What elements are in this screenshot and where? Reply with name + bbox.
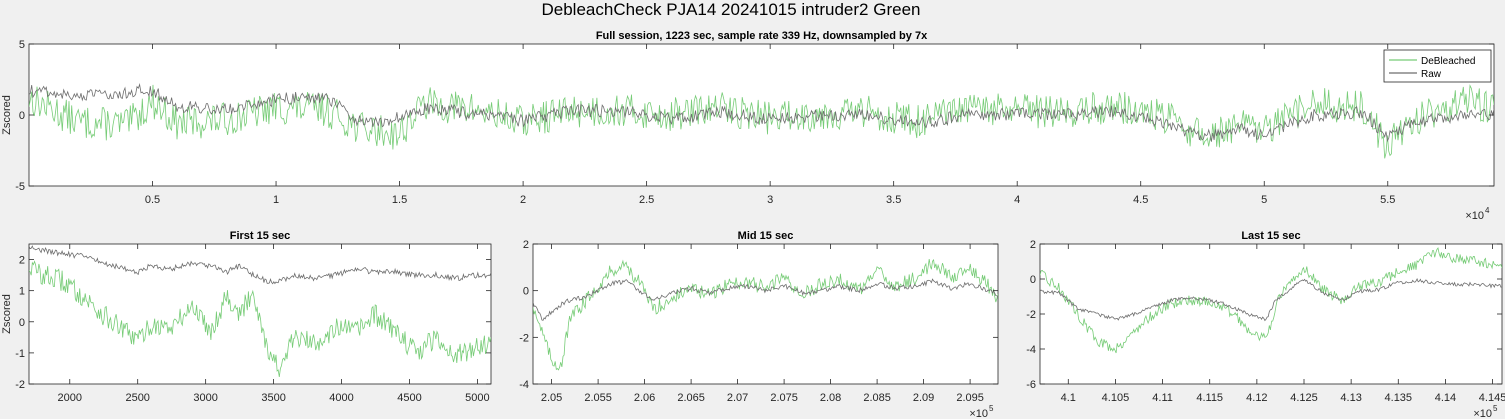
x-tick-label: 2.085	[863, 392, 891, 404]
y-tick-label: -4	[519, 379, 529, 391]
y-tick-label: 2	[523, 239, 529, 251]
chart-1: 0.5 1 1.5 2 2.5 3 3.5 4 4.5 5 5.5 -5 0 5 Full session,…	[1, 30, 1495, 222]
x-tick-label: 4500	[397, 392, 421, 404]
chart-4: 4.1 4.105 4.11 4.115 4.12 4.125 4.13 4.135 4.14 4…	[1026, 230, 1505, 419]
x-tick-label: 2.09	[913, 392, 934, 404]
x-tick-label: 2500	[125, 392, 149, 404]
y-tick-label: -6	[1026, 379, 1036, 391]
y-tick-label: 0	[1030, 274, 1036, 286]
series-line-debleached	[29, 260, 491, 378]
x-tick-label: 4.1	[1061, 392, 1076, 404]
x-tick-label: 2000	[58, 392, 82, 404]
x-exponent-power: 5	[989, 404, 994, 413]
plot-area	[532, 243, 999, 385]
x-tick-label: 2.05	[541, 392, 562, 404]
x-tick-label: 4.135	[1385, 392, 1413, 404]
y-tick-label: 2	[1030, 239, 1036, 251]
y-tick-label: 1	[19, 286, 25, 298]
x-exponent-power: 5	[1493, 404, 1498, 413]
y-tick-label: -2	[519, 332, 529, 344]
x-tick-label: 4.13	[1340, 392, 1361, 404]
x-tick-label: 2.07	[727, 392, 748, 404]
x-tick-label: 0.5	[145, 194, 160, 206]
axes-title: Mid 15 sec	[738, 230, 794, 242]
x-tick-label: 4000	[329, 392, 353, 404]
x-tick-label: 4.145	[1479, 392, 1505, 404]
x-tick-label: 1.5	[392, 194, 407, 206]
series-line-raw	[533, 278, 998, 321]
y-tick-label: -2	[15, 379, 25, 391]
x-tick-label: 2.055	[584, 392, 612, 404]
x-exponent-power: 4	[1485, 206, 1490, 215]
x-tick-label: 4.125	[1290, 392, 1318, 404]
y-tick-label: -1	[15, 348, 25, 360]
y-tick-label: 0	[523, 286, 529, 298]
x-tick-label: 3500	[261, 392, 285, 404]
x-tick-label: 3.5	[886, 194, 901, 206]
x-tick-label: 5.5	[1380, 194, 1395, 206]
x-exponent-label: ×10	[1473, 408, 1492, 419]
series-line-raw	[29, 245, 491, 285]
y-tick-label: 2	[19, 255, 25, 267]
x-exponent-label: ×10	[1465, 210, 1484, 222]
figure-title: DebleachCheck PJA14 20241015 intruder2 G…	[542, 0, 921, 19]
x-tick-label: 2	[520, 194, 526, 206]
plot-area	[1039, 243, 1503, 385]
legend: DeBleached Raw	[1383, 49, 1492, 83]
x-tick-label: 3	[767, 194, 773, 206]
x-tick-label: 4	[1014, 194, 1020, 206]
legend-label-raw: Raw	[1421, 69, 1442, 80]
axes-title: Full session, 1223 sec, sample rate 339 …	[596, 30, 928, 42]
x-tick-label: 4.12	[1246, 392, 1267, 404]
x-tick-label: 2.5	[639, 194, 654, 206]
x-tick-label: 4.14	[1435, 392, 1456, 404]
series-line-raw	[1040, 278, 1502, 322]
x-tick-label: 1	[273, 194, 279, 206]
chart-3: 2.05 2.055 2.06 2.065 2.07 2.075 2.08 2.085 2.09…	[519, 230, 999, 419]
chart-2: 2000 2500 3000 3500 4000 4500 5000 -2 -1 0 1 2 First…	[1, 230, 492, 404]
y-axis-label: Zscored	[1, 95, 13, 135]
y-tick-label: 0	[19, 317, 25, 329]
x-tick-label: 2.075	[770, 392, 798, 404]
x-tick-label: 2.08	[820, 392, 841, 404]
y-tick-label: 0	[19, 110, 25, 122]
x-tick-label: 2.065	[677, 392, 705, 404]
series-line-debleached	[533, 258, 998, 371]
x-tick-label: 2.06	[634, 392, 655, 404]
x-tick-label: 5000	[465, 392, 489, 404]
series-line-raw	[29, 83, 1494, 143]
x-tick-label: 5	[1261, 194, 1267, 206]
series-line-debleached	[29, 84, 1494, 159]
x-tick-label: 4.5	[1133, 194, 1148, 206]
axes-title: Last 15 sec	[1241, 230, 1300, 242]
x-exponent-label: ×10	[969, 408, 988, 419]
y-tick-label: 5	[19, 39, 25, 51]
x-tick-label: 4.11	[1152, 392, 1173, 404]
x-tick-label: 4.115	[1196, 392, 1223, 404]
x-tick-label: 2.095	[956, 392, 984, 404]
axes-title: First 15 sec	[230, 230, 291, 242]
x-tick-label: 4.105	[1102, 392, 1130, 404]
y-axis-label: Zscored	[1, 294, 13, 334]
y-tick-label: -4	[1026, 344, 1036, 356]
series-line-debleached	[1040, 247, 1502, 354]
y-tick-label: -5	[15, 181, 25, 193]
y-tick-label: -2	[1026, 309, 1036, 321]
x-tick-label: 3000	[193, 392, 217, 404]
legend-label-debleached: DeBleached	[1421, 56, 1475, 67]
legend-box	[1383, 49, 1492, 83]
